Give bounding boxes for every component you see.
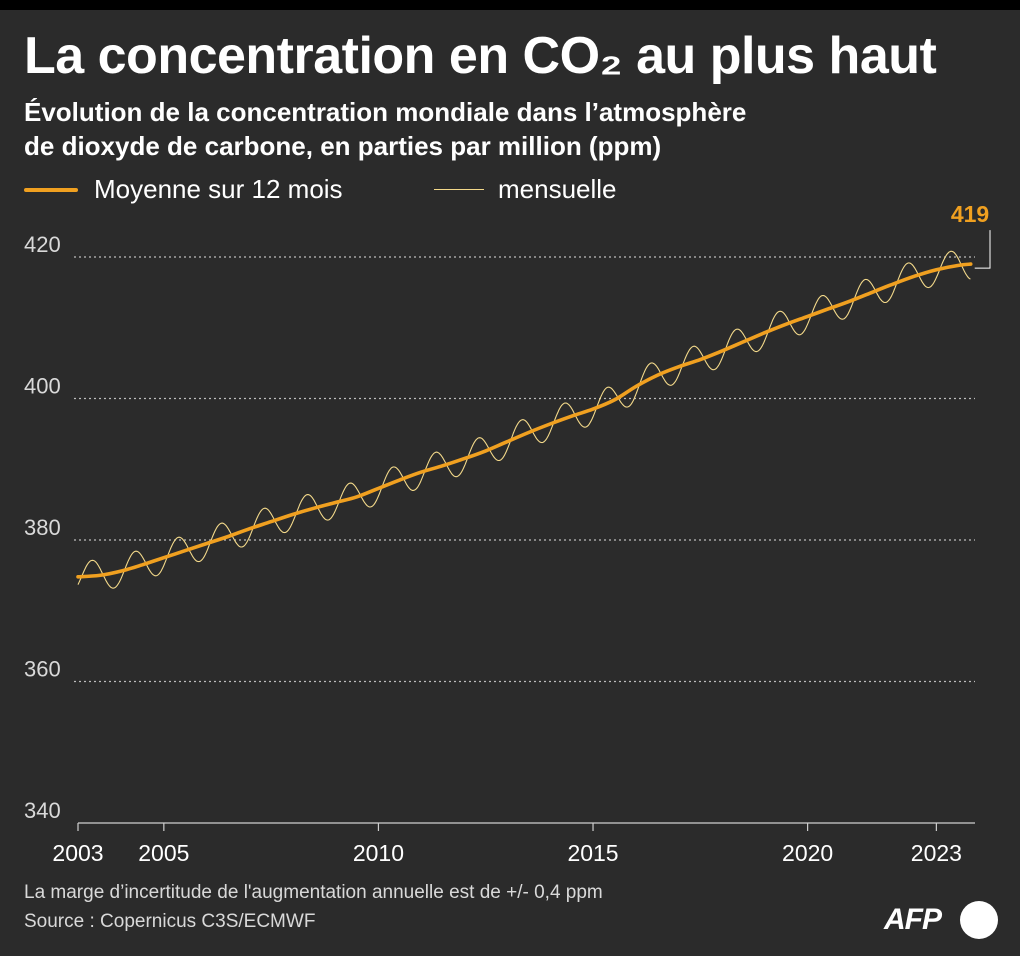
x-tick-label-2003: 2003 <box>52 840 103 866</box>
series-line-monthly <box>77 250 971 589</box>
annotation-label-419: 419 <box>951 201 989 227</box>
legend-label-monthly: mensuelle <box>498 174 617 204</box>
x-tick-label-2020: 2020 <box>782 840 833 866</box>
annotation-bracket <box>974 230 991 269</box>
footer-source: Source : Copernicus C3S/ECMWF <box>24 911 316 932</box>
series-line-annual <box>76 262 973 579</box>
afp-logo-text: AFP <box>884 903 942 936</box>
subtitle-line-2: de dioxyde de carbone, en parties par mi… <box>24 131 662 161</box>
top-bar <box>0 0 1020 10</box>
y-tick-label-420: 420 <box>24 232 61 257</box>
y-tick-label-400: 400 <box>24 374 61 399</box>
chart-title: La concentration en CO₂ au plus haut <box>24 27 937 85</box>
x-tick-label-2010: 2010 <box>353 840 404 866</box>
y-tick-label-380: 380 <box>24 515 61 540</box>
y-tick-label-360: 360 <box>24 657 61 682</box>
x-tick-label-2023: 2023 <box>911 840 962 866</box>
legend-swatch-monthly <box>434 189 484 190</box>
afp-logo-dot-icon <box>960 901 998 939</box>
y-tick-label-340: 340 <box>24 798 61 823</box>
chart-subtitle: Évolution de la concentration mondiale d… <box>24 95 924 163</box>
x-tick-label-2015: 2015 <box>567 840 618 866</box>
footer-note: La marge d’incertitude de l'augmentation… <box>24 882 603 903</box>
legend-swatch-annual <box>24 187 78 192</box>
x-tick-label-2005: 2005 <box>138 840 189 866</box>
legend-label-annual: Moyenne sur 12 mois <box>94 174 343 204</box>
legend-item-monthly: mensuelle <box>434 174 617 205</box>
afp-logo: AFP <box>884 899 1002 943</box>
subtitle-line-1: Évolution de la concentration mondiale d… <box>24 97 747 127</box>
legend-item-annual: Moyenne sur 12 mois <box>24 174 343 205</box>
